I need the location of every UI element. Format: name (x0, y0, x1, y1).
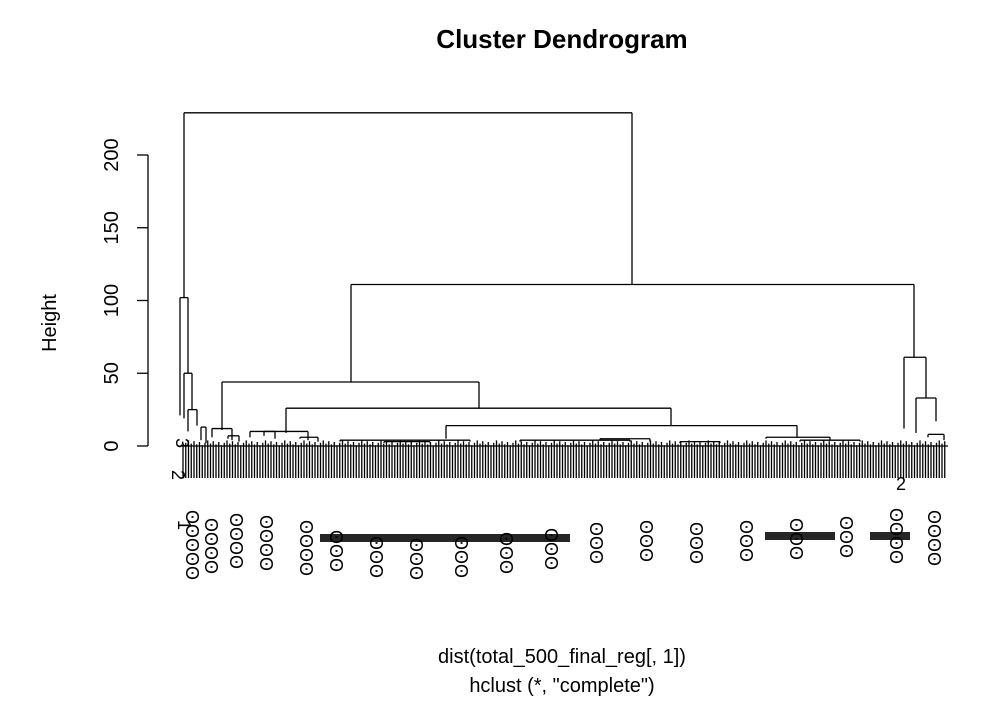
y-tick-label: 200 (101, 138, 123, 171)
leaf-label-explicit: 3 (172, 438, 192, 448)
leaf-label-band (765, 532, 835, 540)
y-tick-label: 0 (101, 440, 123, 451)
leaf-label: ʘʘʘʘʘ (182, 510, 202, 580)
dendrogram-tree (179, 112, 945, 444)
leaf-label: ʘʘʘʘ (226, 513, 246, 569)
dendrogram-leaves (180, 440, 948, 479)
leaf-label: ʘʘʘʘ (256, 515, 276, 571)
leaf-label: ʘʘʘ (366, 536, 386, 578)
chart-title: Cluster Dendrogram (436, 24, 687, 54)
leaf-label: ʘʘʘ (586, 522, 606, 564)
method-subtitle: hclust (*, "complete") (469, 675, 654, 697)
leaf-label-explicit: 2 (168, 470, 188, 480)
y-tick-label: 100 (101, 284, 123, 317)
leaf-label: ʘʘʘ (836, 516, 856, 558)
leaf-label: ʘʘʘ (496, 532, 516, 574)
leaf-label: ʘʘʘʘ (924, 510, 944, 566)
x-axis-label: dist(total_500_final_reg[, 1]) (438, 646, 686, 668)
leaf-label-band (870, 532, 910, 540)
leaf-label-explicit: 2 (896, 474, 906, 494)
leaf-label-explicit: 1 (174, 520, 194, 530)
y-tick-label: 150 (101, 211, 123, 244)
leaf-label: ʘʘʘ (736, 520, 756, 562)
leaf-label: ʘʘʘʘ (296, 520, 316, 576)
leaf-label: ʘʘʘ (451, 536, 471, 578)
y-axis: 0 50 100 150 200 (101, 138, 149, 452)
y-tick-label: 50 (101, 362, 123, 384)
y-axis-label: Height (39, 294, 61, 352)
leaf-label: ʘʘʘ (686, 522, 706, 564)
leaf-label-band (320, 534, 570, 542)
leaf-label: ʘʘʘ (406, 538, 426, 580)
leaf-labels: ʘʘʘʘʘ ʘʘʘʘ ʘʘʘʘ ʘʘʘʘ ʘʘʘʘ ʘʘʘ ʘʘʘ ʘʘʘ ʘʘʘ ʘʘʘ ʘʘʘ ʘ… (168, 438, 944, 580)
leaf-label: ʘʘʘʘ (201, 518, 221, 574)
leaf-label: ʘʘʘ (636, 520, 656, 562)
